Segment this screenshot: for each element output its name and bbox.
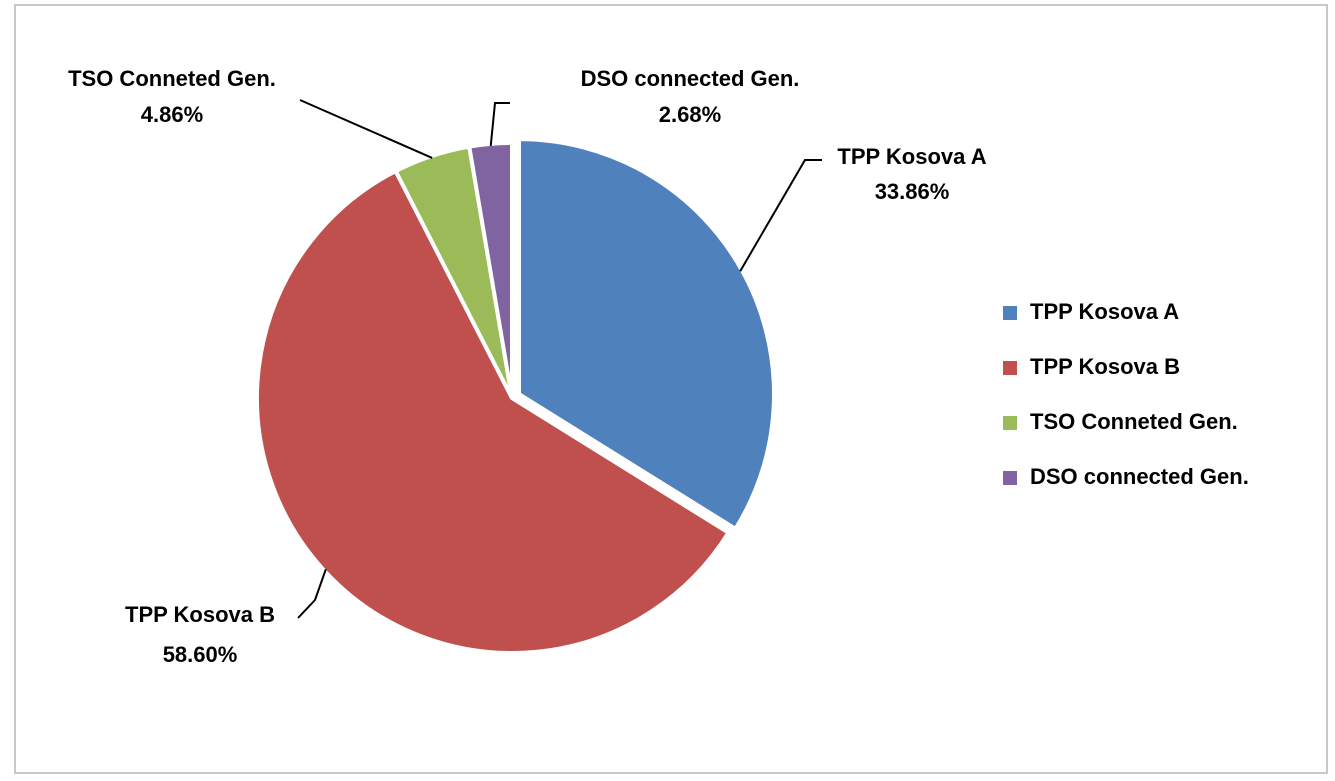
data-label-value: 58.60% (163, 642, 238, 667)
data-label-name: DSO connected Gen. (581, 66, 800, 91)
data-label-name: TPP Kosova A (837, 144, 986, 169)
data-label-value: 33.86% (875, 179, 950, 204)
data-label-name: TPP Kosova B (125, 602, 275, 627)
leader-line (739, 159, 822, 272)
data-label-name: TSO Conneted Gen. (68, 66, 276, 91)
legend-swatch (1003, 306, 1017, 320)
legend-label: TPP Kosova B (1030, 354, 1180, 379)
legend-swatch (1003, 416, 1017, 430)
leader-line (297, 568, 327, 619)
legend-swatch (1003, 471, 1017, 485)
legend-swatch (1003, 361, 1017, 375)
legend-label: TSO Conneted Gen. (1030, 409, 1238, 434)
legend-label: DSO connected Gen. (1030, 464, 1249, 489)
leader-line (489, 102, 510, 146)
legend-label: TPP Kosova A (1030, 299, 1179, 324)
data-label-value: 2.68% (659, 102, 721, 127)
leader-line (299, 99, 433, 159)
data-label-value: 4.86% (141, 102, 203, 127)
